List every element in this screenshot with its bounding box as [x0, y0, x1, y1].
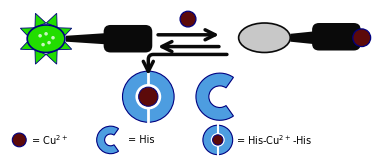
Polygon shape — [57, 39, 72, 50]
Ellipse shape — [239, 23, 290, 52]
Text: = Cu$^{2+}$: = Cu$^{2+}$ — [31, 133, 68, 147]
Circle shape — [122, 71, 174, 122]
Polygon shape — [46, 13, 57, 28]
Polygon shape — [20, 39, 35, 50]
Circle shape — [180, 11, 196, 27]
Circle shape — [51, 36, 55, 39]
Circle shape — [47, 41, 51, 44]
Polygon shape — [35, 13, 46, 28]
Circle shape — [44, 32, 48, 36]
Circle shape — [211, 133, 225, 147]
Wedge shape — [196, 73, 234, 120]
Circle shape — [353, 29, 371, 47]
Polygon shape — [35, 50, 46, 64]
Polygon shape — [290, 31, 319, 45]
FancyBboxPatch shape — [312, 23, 361, 51]
Circle shape — [203, 125, 233, 155]
Circle shape — [212, 135, 223, 145]
Text: = His-Cu$^{2+}$-His: = His-Cu$^{2+}$-His — [235, 133, 312, 147]
Wedge shape — [97, 126, 119, 154]
Circle shape — [135, 84, 161, 109]
Polygon shape — [57, 28, 72, 38]
Ellipse shape — [27, 25, 65, 52]
Circle shape — [12, 133, 26, 147]
Text: = His: = His — [129, 135, 155, 145]
Circle shape — [41, 43, 45, 46]
Polygon shape — [46, 50, 57, 64]
Polygon shape — [66, 33, 111, 45]
FancyBboxPatch shape — [104, 25, 152, 52]
Polygon shape — [20, 28, 35, 38]
Circle shape — [38, 34, 42, 38]
Circle shape — [139, 87, 158, 106]
